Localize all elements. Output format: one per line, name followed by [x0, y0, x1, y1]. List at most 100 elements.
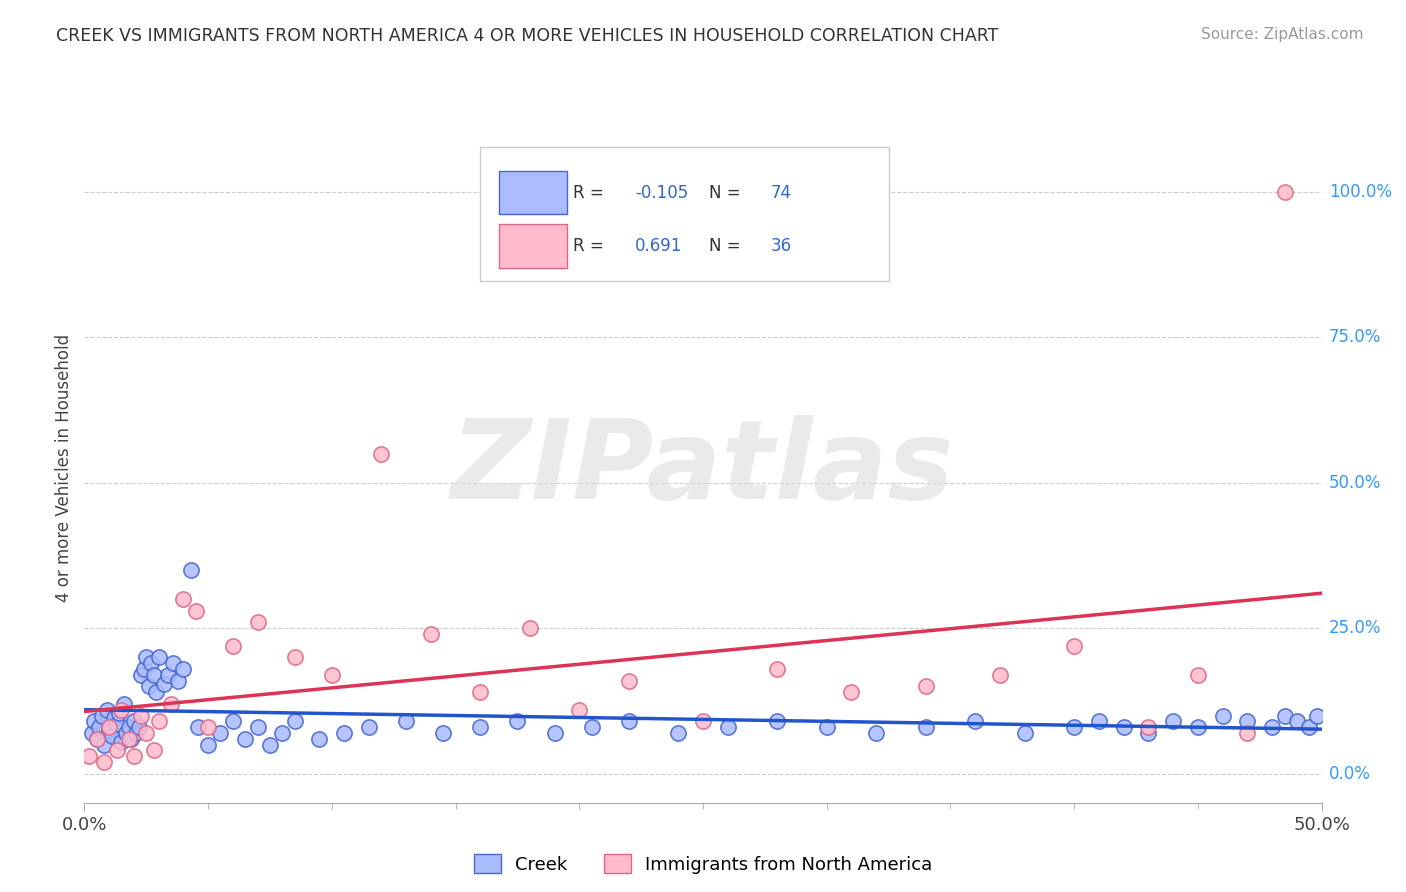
Point [1274, 708, 1296, 723]
Y-axis label: 4 or more Vehicles in Household: 4 or more Vehicles in Household [55, 334, 73, 602]
Text: R =: R = [574, 184, 609, 202]
Point [135, 650, 157, 665]
Point [167, 673, 190, 688]
Point [766, 714, 789, 729]
Text: 50.0%: 50.0% [1329, 474, 1381, 491]
Point [129, 668, 152, 682]
Text: 36: 36 [770, 237, 792, 255]
Point [395, 714, 418, 729]
Point [108, 706, 131, 720]
Point [271, 726, 294, 740]
Point [129, 708, 152, 723]
Point [141, 656, 163, 670]
Point [357, 720, 380, 734]
Text: -0.105: -0.105 [636, 184, 688, 202]
Point [519, 621, 541, 635]
Text: N =: N = [709, 184, 747, 202]
Point [142, 668, 165, 682]
Point [543, 726, 565, 740]
Point [89, 720, 111, 734]
Point [1236, 726, 1258, 740]
Point [132, 662, 155, 676]
Text: Source: ZipAtlas.com: Source: ZipAtlas.com [1201, 27, 1364, 42]
Point [470, 720, 492, 734]
Point [98, 720, 121, 734]
Point [308, 731, 330, 746]
Point [1236, 714, 1258, 729]
Point [103, 711, 125, 725]
Point [118, 731, 141, 746]
Point [321, 668, 343, 682]
Point [1261, 720, 1284, 734]
Point [222, 639, 245, 653]
Point [1298, 720, 1320, 734]
Point [172, 592, 194, 607]
Point [1285, 714, 1308, 729]
Point [96, 703, 118, 717]
Point [470, 685, 492, 699]
Point [965, 714, 987, 729]
Point [815, 720, 838, 734]
Point [83, 714, 105, 729]
Point [142, 743, 165, 757]
Point [1187, 668, 1209, 682]
Point [914, 680, 936, 694]
Point [86, 731, 108, 746]
Point [432, 726, 454, 740]
FancyBboxPatch shape [499, 170, 567, 214]
Point [988, 668, 1011, 682]
Point [1014, 726, 1036, 740]
Point [333, 726, 356, 740]
Point [259, 738, 281, 752]
Point [209, 726, 232, 740]
Point [865, 726, 887, 740]
Text: 0.691: 0.691 [636, 237, 682, 255]
Text: 74: 74 [770, 184, 792, 202]
FancyBboxPatch shape [499, 224, 567, 268]
Point [86, 731, 108, 746]
Point [1063, 639, 1085, 653]
Point [1274, 185, 1296, 199]
Point [79, 749, 101, 764]
Point [100, 729, 122, 743]
Text: 100.0%: 100.0% [1329, 183, 1392, 201]
Point [1187, 720, 1209, 734]
Point [120, 731, 142, 746]
Point [187, 720, 209, 734]
Point [506, 714, 529, 729]
Point [766, 662, 789, 676]
Point [246, 615, 269, 630]
Text: R =: R = [574, 237, 609, 255]
Point [93, 755, 115, 769]
Point [666, 726, 689, 740]
Point [1137, 726, 1160, 740]
Point [112, 697, 135, 711]
Point [581, 720, 603, 734]
Point [152, 676, 174, 690]
Point [370, 447, 392, 461]
Point [692, 714, 714, 729]
Point [105, 717, 128, 731]
Point [135, 726, 157, 740]
Point [1212, 708, 1234, 723]
Point [80, 726, 103, 740]
Point [184, 604, 207, 618]
Point [233, 731, 256, 746]
Text: CREEK VS IMMIGRANTS FROM NORTH AMERICA 4 OR MORE VEHICLES IN HOUSEHOLD CORRELATI: CREEK VS IMMIGRANTS FROM NORTH AMERICA 4… [56, 27, 998, 45]
Point [1161, 714, 1184, 729]
Point [157, 668, 180, 682]
Point [115, 726, 138, 740]
Point [222, 714, 245, 729]
Point [284, 650, 307, 665]
Point [160, 697, 183, 711]
Text: 0.0%: 0.0% [1329, 764, 1371, 782]
Point [105, 743, 128, 757]
Point [122, 714, 145, 729]
Text: 75.0%: 75.0% [1329, 328, 1381, 346]
Point [246, 720, 269, 734]
Point [98, 723, 121, 737]
Point [1063, 720, 1085, 734]
Point [197, 738, 219, 752]
Point [110, 735, 132, 749]
Point [145, 685, 167, 699]
